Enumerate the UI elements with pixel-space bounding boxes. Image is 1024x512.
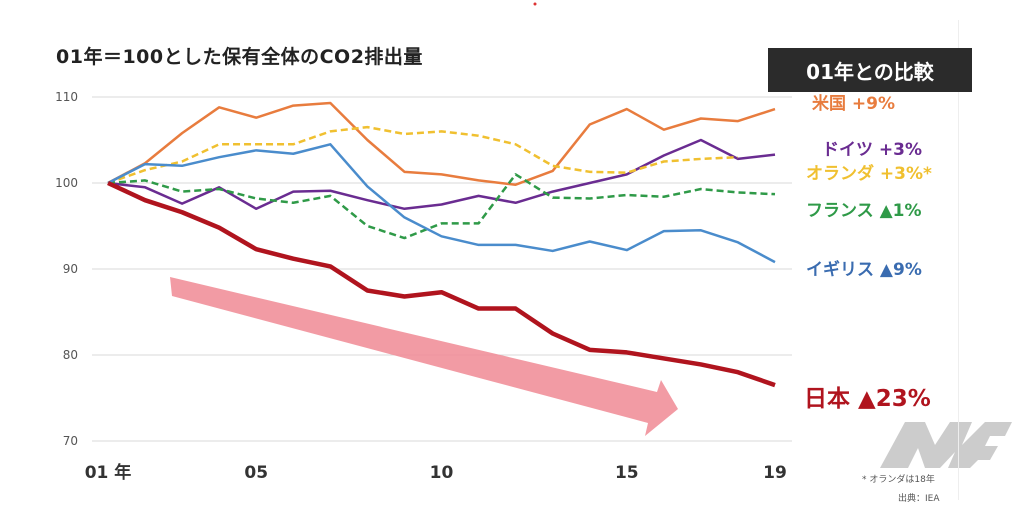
legend-uk: イギリス ▲9% (806, 260, 922, 280)
y-tick-label: 110 (55, 90, 78, 104)
source-note: 出典：IEA (898, 494, 940, 504)
footnote-netherlands: * オランダは18年 (862, 475, 935, 485)
series-line-ドイツ (107, 138, 776, 211)
x-tick-label: 01 年 (85, 462, 132, 483)
x-tick-label: 10 (430, 463, 454, 483)
red-dot (533, 2, 537, 6)
motor-fan-logo (880, 422, 1012, 468)
x-tick-label: 05 (244, 463, 268, 483)
panel-divider (958, 20, 959, 500)
trend-arrow (170, 277, 678, 436)
y-tick-label: 90 (63, 262, 78, 276)
series-line-日本 (107, 180, 776, 388)
legend-germany: ドイツ +3% (822, 140, 923, 160)
legend-title: 01年との比較 (768, 48, 972, 92)
y-tick-label: 80 (63, 348, 78, 362)
y-tick-label: 100 (55, 176, 78, 190)
legend-netherlands: オランダ +3%* (806, 164, 932, 184)
series-line-米国 (107, 101, 776, 186)
series-line-フランス (107, 173, 776, 240)
x-tick-label: 15 (615, 463, 639, 483)
legend-us: 米国 +9% (812, 94, 896, 114)
legend-japan: 日本 ▲23% (804, 386, 931, 412)
y-tick-label: 70 (63, 434, 78, 448)
series-line-イギリス (107, 143, 776, 264)
x-tick-label: 19 (763, 463, 787, 483)
series-line-オランダ (107, 125, 739, 185)
chart-title: 01年＝100とした保有全体のCO2排出量 (56, 46, 423, 68)
legend-france: フランス ▲1% (806, 201, 922, 221)
